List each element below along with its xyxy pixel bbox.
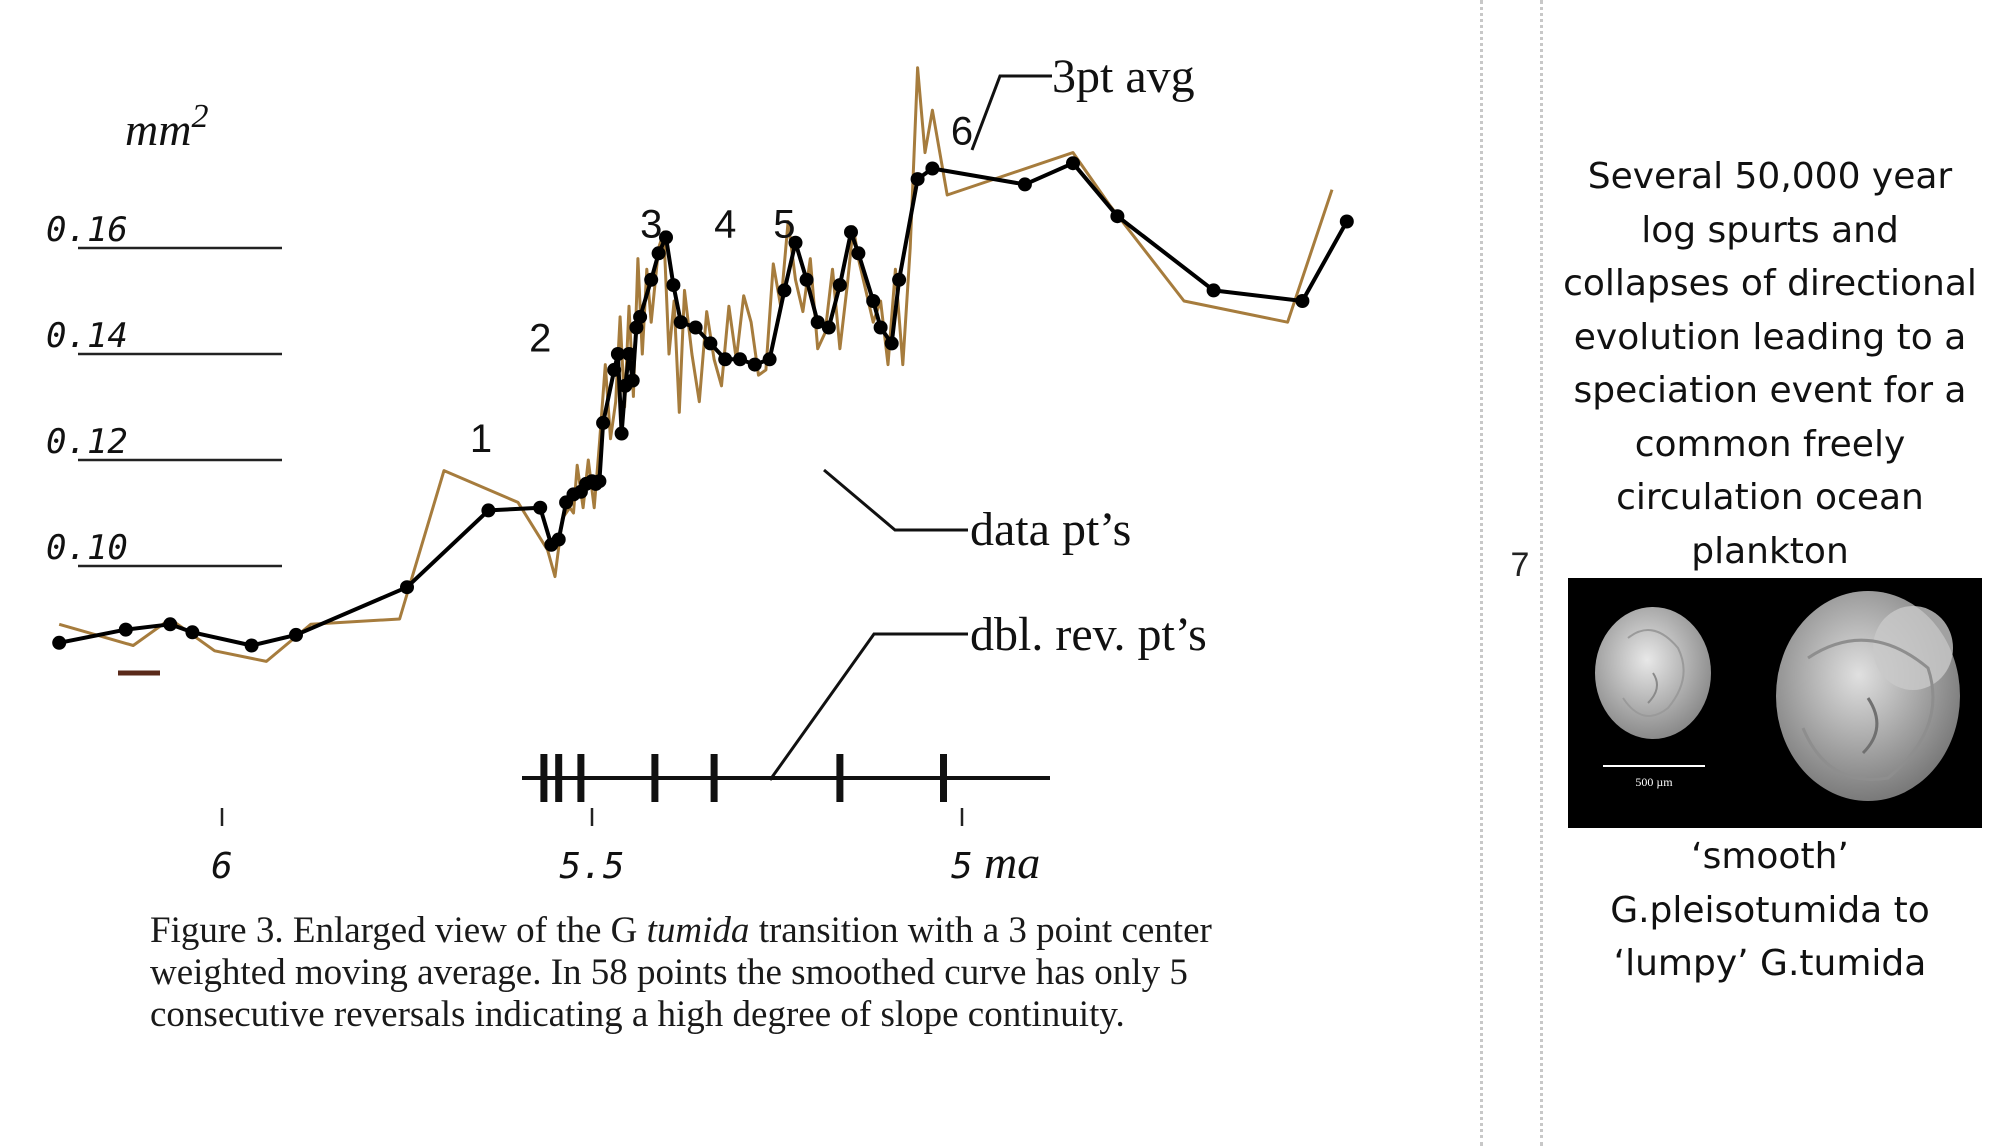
x-axis: 6 5.5 5 ma <box>211 808 1040 888</box>
avg-data-point <box>810 315 825 330</box>
avg-data-point <box>884 336 899 351</box>
avg-data-point <box>629 320 644 335</box>
episode-label: 2 <box>529 316 551 360</box>
episode-label: 6 <box>951 110 973 154</box>
side-description: Several 50,000 year log spurts and colla… <box>1563 156 1977 572</box>
avg-data-point <box>925 161 940 176</box>
avg-data-point <box>592 474 607 489</box>
avg-data-point <box>1110 209 1125 224</box>
episode-label: 1 <box>470 417 492 461</box>
avg-data-point <box>762 352 777 367</box>
caption-suffix: transition with a 3 point center weighte… <box>150 910 1212 1035</box>
avg-data-point <box>747 357 762 372</box>
avg-data-point <box>625 373 640 388</box>
y-tick-label: 0.10 <box>46 528 128 568</box>
avg-data-point <box>614 426 629 441</box>
avg-data-point <box>832 278 847 293</box>
annotations: 1 2 3 4 5 6 <box>470 110 973 461</box>
y-tick-label: 0.16 <box>46 210 128 250</box>
data-callout-label: data pt’s <box>970 503 1131 556</box>
lumpy-shell <box>1776 591 1960 801</box>
avg-data-point <box>777 283 792 298</box>
y-axis-label-base: mm <box>125 104 191 155</box>
avg-data-point <box>659 230 673 245</box>
avg-data-point <box>844 225 858 240</box>
y-tick-label: 0.12 <box>46 422 128 462</box>
avg-data-point <box>821 320 836 335</box>
avg-data-point <box>673 315 688 330</box>
avg-data-point <box>289 627 303 642</box>
avg-data-point <box>866 294 881 308</box>
avg-data-point <box>1066 156 1080 171</box>
avg-data-point <box>1017 177 1032 192</box>
avg-data-point <box>52 635 67 650</box>
series-area <box>52 66 1354 663</box>
avg-data-point <box>607 362 622 377</box>
avg-data-point <box>163 617 178 632</box>
avg-data-point <box>1206 283 1221 298</box>
reversal-axis <box>522 754 1050 802</box>
avg-data-point <box>1295 294 1310 308</box>
scale-bar-label: 500 µm <box>1635 775 1673 789</box>
avg-data-point <box>910 172 925 187</box>
avg-data-point <box>703 336 718 351</box>
data-callout-leader <box>823 468 968 532</box>
callouts: 3pt avg data pt’s dbl. rev. pt’s <box>768 50 1207 781</box>
avg-data-point <box>596 415 611 430</box>
caption-prefix: Figure 3. Enlarged view of the G <box>150 910 647 951</box>
avg-series-line <box>58 161 1349 648</box>
avg-data-point <box>873 320 888 335</box>
photo-caption: ‘smooth’ G.pleisotumida to ‘lumpy’ G.tum… <box>1610 836 1930 984</box>
smooth-shell <box>1595 607 1711 739</box>
avg-data-point <box>244 638 259 653</box>
caption-species: tumida <box>646 910 750 951</box>
avg-data-point <box>481 503 496 518</box>
avg-data-point <box>688 320 703 335</box>
divider-left <box>1480 0 1483 1146</box>
avg-data-point <box>610 347 625 361</box>
episode-label: 5 <box>773 202 795 246</box>
data-series-line <box>58 66 1334 663</box>
figure-caption: Figure 3. Enlarged view of the G tumida … <box>150 910 1330 1036</box>
avg-data-point <box>651 246 666 261</box>
foraminifera-photo: 500 µm <box>1568 578 1982 828</box>
avg-data-point <box>666 278 681 293</box>
y-axis-label-exponent: 2 <box>191 98 208 135</box>
avg-data-point <box>400 580 414 595</box>
avg-data-point <box>788 235 803 250</box>
x-tick-label: 5 <box>951 846 973 887</box>
avg-data-point <box>799 272 814 287</box>
chart: 0.160.140.120.10 mm2 6 5.5 5 ma 123 4 56 3pt … <box>46 50 1354 888</box>
episode-label: 3 <box>640 202 662 246</box>
avg-data-point <box>533 500 548 515</box>
avg-data-point <box>644 272 659 287</box>
avg-data-point <box>733 352 747 367</box>
slide-number: 7 <box>1510 546 1530 584</box>
avg-data-point <box>851 246 866 261</box>
episode-label: 4 <box>714 202 736 246</box>
y-tick-label: 0.14 <box>46 316 128 356</box>
avg-callout-label: 3pt avg <box>1052 50 1195 103</box>
x-tick-label: 5.5 <box>559 846 624 887</box>
y-axis: 0.16 0.14 0.12 0.10 <box>46 210 282 568</box>
avg-data-point <box>185 625 200 640</box>
y-axis-label: mm2 <box>125 98 208 155</box>
reversal-callout-label: dbl. rev. pt’s <box>970 608 1207 661</box>
avg-data-point <box>118 622 133 637</box>
reversal-callout-leader <box>768 632 968 781</box>
avg-data-point <box>622 347 636 361</box>
avg-data-point <box>1339 214 1354 229</box>
avg-data-point <box>551 532 566 547</box>
x-tick-label: 6 <box>211 846 233 887</box>
avg-data-point <box>892 272 907 287</box>
x-axis-unit: ma <box>984 837 1040 888</box>
avg-data-point <box>718 352 733 367</box>
avg-callout-leader <box>970 74 1052 151</box>
divider-right <box>1540 0 1543 1146</box>
avg-data-point <box>633 309 648 324</box>
